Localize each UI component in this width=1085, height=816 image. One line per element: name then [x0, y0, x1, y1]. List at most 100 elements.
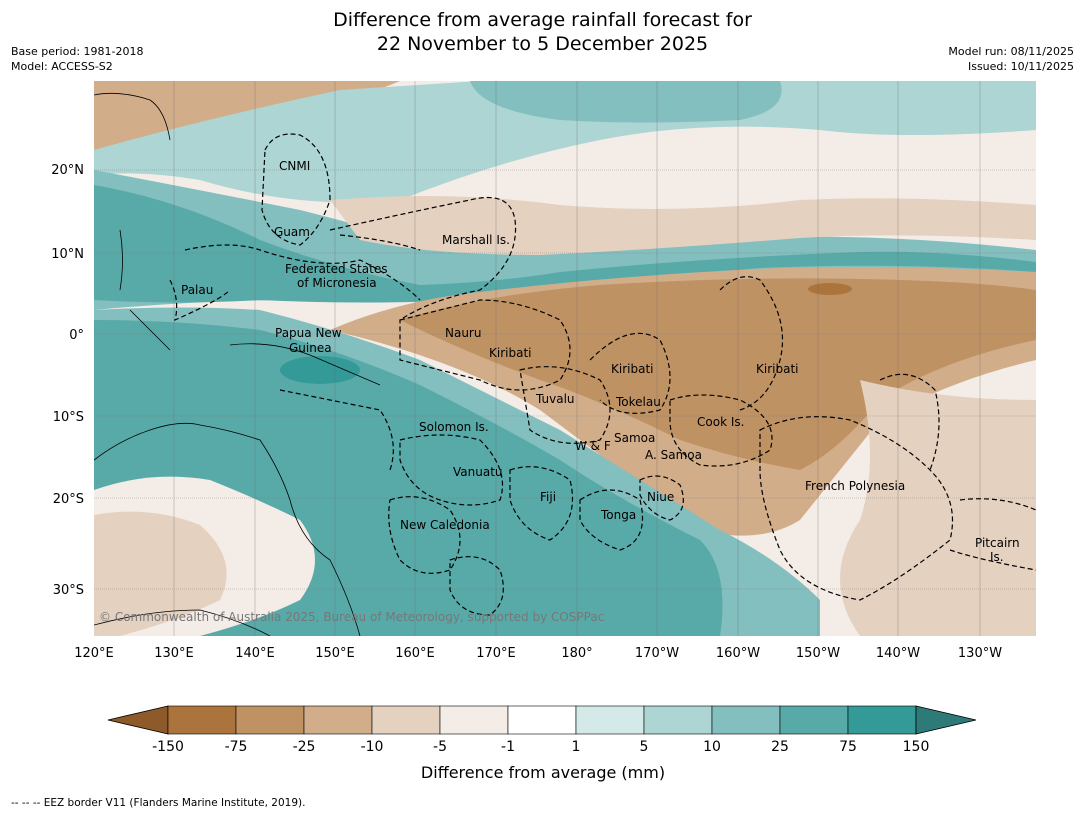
label-tonga: Tonga	[600, 508, 636, 522]
label-nauru: Nauru	[445, 326, 481, 340]
lon-tick: 150°W	[796, 646, 840, 661]
colorbar-tick: -10	[361, 739, 384, 755]
colorbar-tick: 10	[703, 739, 721, 755]
colorbar-swatch	[575, 705, 645, 735]
label-cook-islands: Cook Is.	[697, 415, 744, 429]
label-png-2: Guinea	[289, 341, 332, 355]
colorbar-arrow-low	[107, 705, 169, 735]
label-tuvalu: Tuvalu	[535, 392, 575, 406]
colorbar-tick: 25	[771, 739, 789, 755]
anomaly-dry-core	[808, 283, 852, 295]
label-png-1: Papua New	[275, 326, 342, 340]
coastlines	[94, 92, 381, 636]
lat-tick: 30°S	[53, 583, 84, 598]
colorbar-tick: 150	[903, 739, 930, 755]
colorbar-swatch	[439, 705, 509, 735]
region-labels: CNMI Guam Marshall Is. Federated States …	[181, 159, 1020, 564]
colorbar-tick: 75	[839, 739, 857, 755]
lon-tick: 150°E	[315, 646, 355, 661]
colorbar-swatches	[107, 705, 977, 735]
colorbar-tick: -150	[152, 739, 184, 755]
label-kiribati-central: Kiribati	[611, 362, 653, 376]
colorbar-swatch	[643, 705, 713, 735]
label-niue: Niue	[647, 490, 674, 504]
graticule	[94, 81, 1036, 636]
colorbar-swatch	[711, 705, 781, 735]
model-name: Model: ACCESS-S2	[11, 60, 113, 73]
lon-tick: 140°E	[235, 646, 275, 661]
model-run: Model run: 08/11/2025	[948, 45, 1074, 58]
label-fiji: Fiji	[540, 490, 556, 504]
lon-tick: 160°E	[395, 646, 435, 661]
label-kiribati-west: Kiribati	[489, 346, 531, 360]
lat-tick-labels: 20°N 10°N 0° 10°S 20°S 30°S	[51, 163, 84, 598]
title-line-2: 22 November to 5 December 2025	[376, 33, 709, 55]
label-tokelau: Tokelau	[615, 395, 661, 409]
colorbar-tick: -25	[293, 739, 316, 755]
lon-tick: 160°W	[716, 646, 760, 661]
lat-tick: 20°S	[53, 492, 84, 507]
map-field	[94, 81, 1036, 636]
colorbar-swatch	[779, 705, 849, 735]
colorbar-tick: 1	[572, 739, 581, 755]
colorbar-swatch	[507, 705, 577, 735]
colorbar-tick: -5	[433, 739, 447, 755]
label-kiribati-east: Kiribati	[756, 362, 798, 376]
lon-tick: 180°	[561, 646, 592, 661]
label-new-caledonia: New Caledonia	[400, 518, 490, 532]
eez-footnote: -- -- -- EEZ border V11 (Flanders Marine…	[11, 797, 306, 809]
anomaly-dry-equatorial	[400, 278, 1036, 470]
label-american-samoa: A. Samoa	[645, 448, 702, 462]
lon-tick: 170°W	[635, 646, 679, 661]
colorbar-arrow-high	[915, 705, 977, 735]
eez-borders	[169, 133, 1036, 616]
colorbar-swatch	[167, 705, 237, 735]
meta-left: Base period: 1981-2018 Model: ACCESS-S2	[11, 44, 143, 74]
anomaly-dry-australia	[94, 511, 227, 636]
map-title: Difference from average rainfall forecas…	[0, 8, 1085, 56]
label-wallis-futuna: W & F	[575, 439, 611, 453]
lon-tick: 170°E	[476, 646, 516, 661]
label-cnmi: CNMI	[279, 159, 310, 173]
meta-right: Model run: 08/11/2025 Issued: 10/11/2025	[948, 44, 1074, 74]
lon-tick: 130°W	[958, 646, 1002, 661]
colorbar-swatch	[235, 705, 305, 735]
label-solomon: Solomon Is.	[419, 420, 489, 434]
label-marshall: Marshall Is.	[442, 233, 510, 247]
label-pitcairn-2: Is.	[990, 550, 1004, 564]
label-vanuatu: Vanuatu	[453, 465, 503, 479]
anomaly-wet-itcz-core	[94, 185, 1036, 303]
anomaly-dry-southeast	[840, 380, 1036, 636]
issued-date: Issued: 10/11/2025	[967, 60, 1074, 73]
colorbar-tick-labels: -150 -75 -25 -10 -5 -1 1 5 10 25 75 150	[152, 739, 929, 755]
label-pitcairn-1: Pitcairn	[975, 536, 1020, 550]
lon-tick-labels: 120°E 130°E 140°E 150°E 160°E 170°E 180°…	[74, 646, 1002, 661]
label-palau: Palau	[181, 283, 213, 297]
colorbar-swatch	[303, 705, 373, 735]
lon-tick: 130°E	[154, 646, 194, 661]
colorbar-swatch	[847, 705, 917, 735]
lat-tick: 10°S	[53, 410, 84, 425]
colorbar-tick: 5	[640, 739, 649, 755]
colorbar-tick: -75	[225, 739, 248, 755]
colorbar-tick: -1	[501, 739, 515, 755]
lat-tick: 0°	[69, 328, 84, 343]
anomaly-wet-north-core	[470, 81, 782, 123]
title-line-1: Difference from average rainfall forecas…	[333, 9, 752, 31]
lat-tick: 10°N	[51, 247, 84, 262]
anomaly-wet-core-png	[280, 356, 360, 384]
colorbar-label: Difference from average (mm)	[421, 763, 665, 782]
anomaly-dry-band-north	[330, 196, 1036, 255]
base-period: Base period: 1981-2018	[11, 45, 144, 58]
label-fsm-1: Federated States	[285, 262, 387, 276]
lat-tick: 20°N	[51, 163, 84, 178]
colorbar-swatch	[371, 705, 441, 735]
label-guam: Guam	[274, 225, 310, 239]
lon-tick: 140°W	[876, 646, 920, 661]
anomaly-wet-north	[94, 81, 1036, 203]
label-samoa: Samoa	[614, 431, 655, 445]
label-french-polynesia: French Polynesia	[805, 479, 905, 493]
forecast-map: CNMI Guam Marshall Is. Federated States …	[51, 81, 1036, 661]
copyright: © Commonwealth of Australia 2025, Bureau…	[99, 610, 604, 624]
colorbar-legend: -150 -75 -25 -10 -5 -1 1 5 10 25 75 150 Difference …	[107, 705, 977, 782]
